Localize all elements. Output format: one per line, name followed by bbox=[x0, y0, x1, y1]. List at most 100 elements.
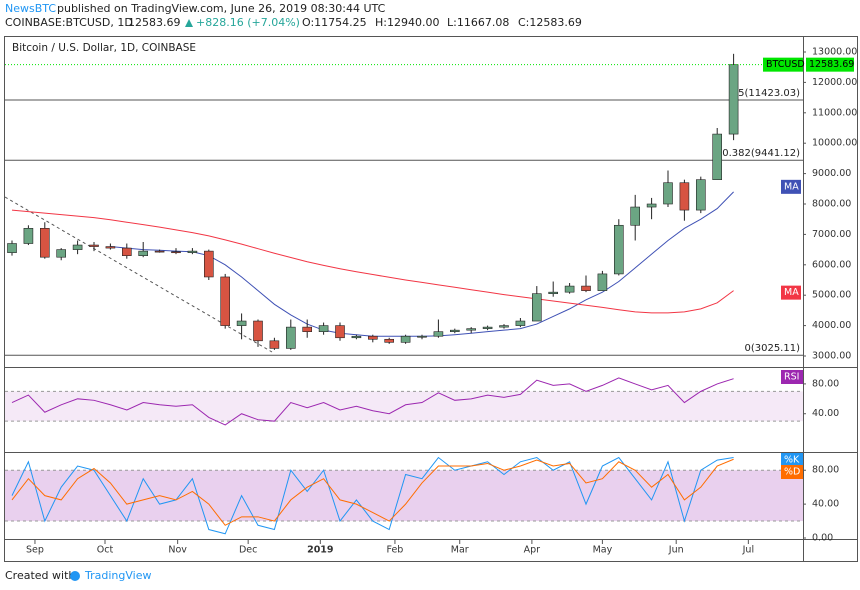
candle-body bbox=[154, 250, 165, 253]
candle-body bbox=[187, 250, 198, 253]
stoch-tick-label: 40.00 bbox=[812, 499, 839, 510]
x-tick-label: 2019 bbox=[307, 545, 333, 556]
rsi-tick-label: 40.00 bbox=[812, 408, 839, 419]
y-tick-label: 12000.00 bbox=[812, 77, 857, 88]
ma-tag-box bbox=[781, 285, 801, 300]
candle-body bbox=[548, 291, 559, 294]
candle-body bbox=[23, 228, 34, 244]
ma-tag: MA bbox=[784, 287, 799, 298]
price-tag-name: BTCUSD bbox=[766, 59, 805, 70]
fib-label: 0.5(11423.03) bbox=[729, 88, 801, 99]
candle-body bbox=[482, 326, 493, 329]
ma-line bbox=[110, 191, 734, 337]
ma-tag-box bbox=[781, 179, 801, 194]
y-tick-label: 8000.00 bbox=[812, 199, 851, 210]
trend-line bbox=[4, 196, 273, 353]
stoch-line bbox=[11, 456, 734, 535]
stoch-tag: %K bbox=[784, 455, 800, 466]
rsi-tag-box bbox=[781, 370, 803, 384]
y-tick-label: 9000.00 bbox=[812, 168, 851, 179]
candle-body bbox=[138, 250, 148, 256]
x-tick-label: Jul bbox=[742, 545, 754, 556]
x-tick-label: Oct bbox=[97, 545, 114, 556]
fib-label: 0.382(9441.12) bbox=[722, 148, 800, 159]
x-tick-label: Jun bbox=[668, 545, 684, 556]
candle-body bbox=[679, 182, 690, 211]
candle-body bbox=[318, 325, 329, 332]
x-tick-label: Nov bbox=[168, 545, 187, 556]
candle-body bbox=[564, 285, 575, 293]
rsi-tag: RSI bbox=[784, 372, 799, 383]
author: NewsBTC bbox=[5, 2, 56, 15]
candle-body bbox=[728, 64, 739, 135]
ma-line bbox=[11, 209, 734, 314]
y-tick-label: 11000.00 bbox=[812, 107, 857, 118]
x-tick-label: Mar bbox=[451, 545, 469, 556]
y-tick-label: 13000.00 bbox=[812, 47, 857, 58]
candle-body bbox=[384, 338, 395, 343]
logo bbox=[70, 571, 80, 581]
last-price: 12583.69 bbox=[128, 16, 181, 29]
candle-body bbox=[236, 320, 247, 326]
high: H:12940.00 bbox=[375, 16, 439, 29]
fib-label: 0(3025.11) bbox=[744, 343, 800, 354]
frame bbox=[4, 36, 858, 562]
candle-body bbox=[449, 329, 460, 332]
candle-body bbox=[630, 206, 641, 226]
stoch-tick-label: 80.00 bbox=[812, 465, 839, 476]
up-arrow bbox=[185, 19, 193, 27]
close: C:12583.69 bbox=[518, 16, 582, 29]
stoch-tag-box bbox=[781, 453, 803, 467]
candle-body bbox=[171, 251, 181, 254]
y-tick-label: 6000.00 bbox=[812, 259, 851, 270]
candle-body bbox=[499, 325, 509, 328]
candle-body bbox=[367, 335, 378, 340]
symbol: COINBASE:BTCUSD, 1D bbox=[5, 16, 133, 29]
candle-body bbox=[433, 331, 444, 337]
price-tag-value-box bbox=[806, 57, 854, 72]
candle-body bbox=[466, 328, 477, 331]
stoch-tag: %D bbox=[784, 467, 800, 478]
rsi-tick-label: 80.00 bbox=[812, 378, 839, 389]
price-tag-name-box bbox=[763, 57, 803, 72]
low: L:11667.08 bbox=[447, 16, 509, 29]
x-tick-label: Feb bbox=[387, 545, 404, 556]
x-tick-label: Dec bbox=[239, 545, 257, 556]
rsi-line bbox=[11, 377, 734, 426]
y-tick-label: 5000.00 bbox=[812, 290, 851, 301]
candle-body bbox=[302, 326, 313, 332]
candle-body bbox=[220, 276, 230, 326]
y-tick-label: 4000.00 bbox=[812, 320, 851, 331]
candle-body bbox=[72, 244, 83, 250]
stoch-band bbox=[5, 470, 803, 522]
ma-tag: MA bbox=[784, 181, 799, 192]
x-tick-label: Apr bbox=[524, 545, 541, 556]
candle-body bbox=[105, 246, 116, 249]
x-tick-label: Sep bbox=[26, 545, 44, 556]
candle-body bbox=[122, 247, 132, 256]
x-tick-label: May bbox=[593, 545, 613, 556]
y-tick-label: 3000.00 bbox=[812, 351, 851, 362]
candle-body bbox=[56, 249, 67, 258]
open: O:11754.25 bbox=[302, 16, 367, 29]
candle-body bbox=[597, 273, 608, 291]
candle-body bbox=[7, 243, 17, 253]
stoch-tag-box bbox=[781, 465, 803, 479]
candle-body bbox=[253, 320, 263, 342]
candle-body bbox=[335, 325, 345, 339]
candle-body bbox=[417, 335, 427, 338]
stoch-tick-label: 0.00 bbox=[812, 533, 833, 544]
rsi-band bbox=[5, 391, 803, 422]
y-tick-label: 10000.00 bbox=[812, 138, 857, 149]
price-tag-value: 12583.69 bbox=[809, 59, 854, 70]
stoch-line bbox=[11, 458, 734, 526]
candle-body bbox=[531, 293, 542, 322]
candle-body bbox=[285, 326, 296, 349]
footer-prefix: Created with bbox=[5, 569, 75, 582]
candle-body bbox=[646, 203, 657, 208]
candle-body bbox=[269, 340, 280, 349]
candle-body bbox=[515, 320, 526, 326]
candle-body bbox=[712, 133, 723, 180]
published: published on TradingView.com, June 26, 2… bbox=[57, 2, 386, 15]
